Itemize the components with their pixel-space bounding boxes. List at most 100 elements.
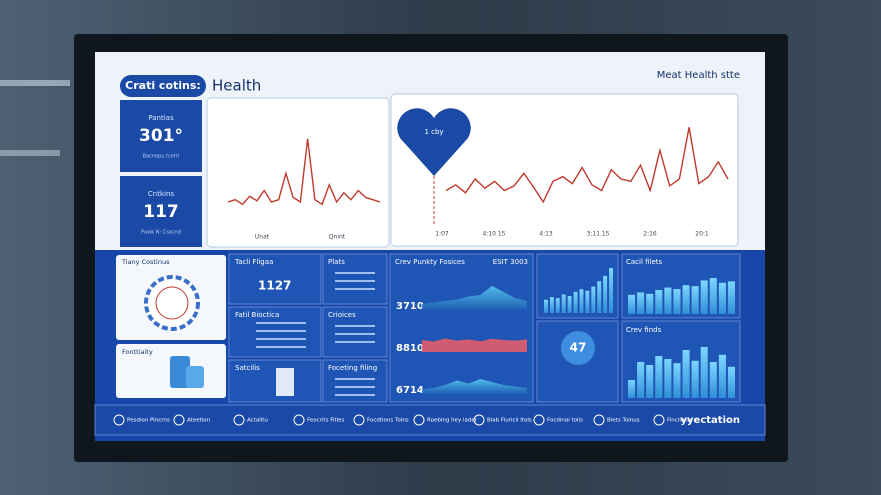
header-badge bbox=[120, 75, 206, 97]
list-line bbox=[335, 280, 375, 282]
list-card-title: Crioices bbox=[328, 311, 356, 319]
doc-icon bbox=[276, 368, 294, 396]
bar bbox=[709, 278, 717, 314]
card-title: Fatil Bioctica bbox=[235, 311, 279, 319]
tile-note: Puwk N: Csacnd bbox=[141, 230, 181, 236]
x-label: Unat bbox=[255, 234, 270, 241]
bar bbox=[673, 363, 681, 398]
footer-item: Pesdion Pincrns bbox=[127, 418, 170, 424]
bar bbox=[700, 347, 708, 398]
bar bbox=[718, 354, 726, 398]
bar bbox=[727, 366, 735, 398]
bar bbox=[597, 281, 602, 313]
list-line bbox=[335, 341, 375, 343]
footer-icon bbox=[473, 414, 485, 426]
footer-icon bbox=[173, 414, 185, 426]
card-value: 1127 bbox=[258, 279, 291, 293]
side-card-title: Tiany Costinus bbox=[121, 258, 170, 266]
bar bbox=[655, 356, 663, 398]
panel bbox=[389, 253, 534, 403]
bar bbox=[561, 294, 566, 313]
header-right: Meat Health stte bbox=[657, 70, 740, 81]
bar bbox=[628, 294, 636, 314]
footer-item: Focdtions Tolns bbox=[367, 418, 409, 424]
bar bbox=[567, 296, 572, 313]
bar bbox=[682, 350, 690, 398]
bar bbox=[603, 275, 608, 313]
footer-item: Feocrits Fitles bbox=[307, 418, 345, 424]
bar bbox=[573, 291, 578, 313]
footer-icon bbox=[353, 414, 365, 426]
chart-title: Crev finds bbox=[626, 326, 662, 334]
ecg-line bbox=[445, 127, 729, 204]
bar bbox=[664, 287, 672, 314]
box-icon bbox=[170, 356, 190, 388]
card bbox=[322, 253, 388, 305]
ring-icon bbox=[155, 286, 189, 320]
list-line bbox=[256, 338, 306, 340]
bar bbox=[591, 286, 596, 313]
bar bbox=[655, 290, 663, 314]
footer-item: Ateetion bbox=[187, 418, 211, 424]
heart-icon bbox=[397, 108, 471, 176]
box-icon bbox=[186, 366, 204, 388]
area bbox=[422, 379, 527, 394]
footer-icon bbox=[653, 414, 665, 426]
bar bbox=[673, 289, 681, 314]
chart-card bbox=[390, 93, 739, 247]
x-label: 4:13 bbox=[539, 231, 553, 238]
ring-icon bbox=[144, 275, 200, 331]
bar bbox=[579, 289, 584, 313]
bar bbox=[682, 285, 690, 314]
footer-item: yyectation bbox=[681, 415, 740, 426]
footer-item: Fincilenb bbox=[667, 418, 692, 424]
x-label: 1:07 bbox=[435, 231, 449, 238]
bar bbox=[609, 267, 613, 313]
panel-code: ESIT 3003 bbox=[493, 258, 528, 266]
x-label: 20:1 bbox=[695, 231, 709, 238]
x-label: 4:10 15 bbox=[482, 231, 505, 238]
footer-icon bbox=[413, 414, 425, 426]
footer-icon bbox=[293, 414, 305, 426]
bar bbox=[646, 365, 654, 398]
footer-icon bbox=[533, 414, 545, 426]
area bbox=[422, 338, 527, 352]
list-line bbox=[335, 333, 375, 335]
panel-title: Crev Punkty Fosices bbox=[395, 258, 465, 266]
footer-icon bbox=[233, 414, 245, 426]
bar bbox=[718, 282, 726, 314]
gauge bbox=[561, 331, 595, 365]
bar bbox=[691, 286, 699, 314]
tile bbox=[120, 176, 202, 247]
gauge-value: 47 bbox=[570, 341, 587, 355]
panel-value: 8810 bbox=[396, 343, 424, 354]
bar bbox=[544, 299, 548, 313]
bar bbox=[549, 297, 554, 313]
ceiling-light bbox=[0, 80, 70, 86]
list-card-title: Plats bbox=[328, 258, 345, 266]
bar bbox=[628, 380, 636, 398]
list-line bbox=[256, 322, 306, 324]
bar bbox=[691, 360, 699, 398]
list-line bbox=[256, 346, 306, 348]
area bbox=[422, 286, 527, 310]
list-line bbox=[335, 378, 375, 380]
list-line bbox=[335, 394, 375, 396]
footer-item: Biab Fiuricil ltols bbox=[487, 418, 532, 424]
tile-label: Pantias bbox=[148, 114, 174, 122]
ceiling-light bbox=[0, 150, 60, 156]
tile-value: 117 bbox=[143, 202, 179, 222]
bar bbox=[709, 362, 717, 398]
footer-bar bbox=[94, 404, 766, 436]
header-title: Health bbox=[212, 77, 261, 95]
list-line bbox=[335, 288, 375, 290]
footer-icon bbox=[593, 414, 605, 426]
card bbox=[322, 306, 388, 358]
card-title: Satcilis bbox=[235, 364, 260, 372]
list-line bbox=[335, 325, 375, 327]
footer-item: Actalitu bbox=[247, 418, 268, 424]
bar bbox=[585, 290, 590, 313]
list-line bbox=[256, 330, 306, 332]
tile bbox=[120, 100, 202, 172]
